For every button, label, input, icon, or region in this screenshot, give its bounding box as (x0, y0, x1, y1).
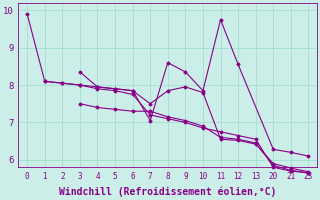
X-axis label: Windchill (Refroidissement éolien,°C): Windchill (Refroidissement éolien,°C) (59, 187, 276, 197)
